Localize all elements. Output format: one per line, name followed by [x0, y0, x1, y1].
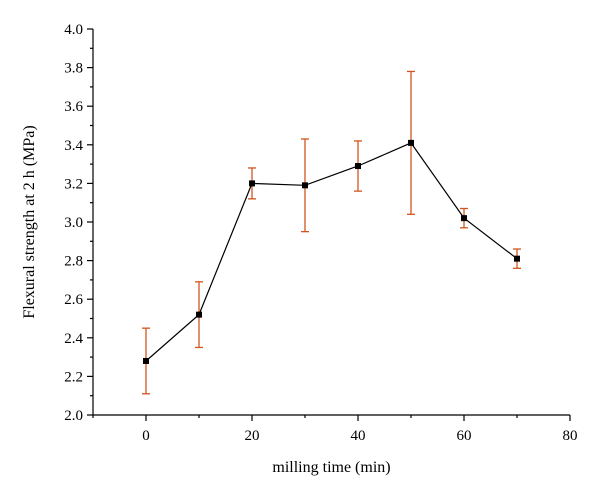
y-tick-label: 2.4: [64, 331, 83, 347]
y-tick-label: 4.0: [64, 22, 83, 38]
y-axis-title: Flexural strength at 2 h (MPa): [21, 125, 38, 318]
series-layer: [142, 70, 521, 395]
x-tick-label: 80: [563, 428, 578, 444]
data-point: [461, 215, 467, 222]
y-tick-label: 2.2: [64, 369, 83, 385]
data-point: [302, 182, 308, 189]
series-line: [145, 142, 518, 362]
data-point: [514, 255, 520, 262]
x-tick-label: 60: [457, 428, 472, 444]
data-point: [196, 311, 202, 318]
y-tick-label: 3.8: [64, 61, 83, 77]
y-tick-label: 2.0: [64, 408, 83, 424]
data-point: [408, 139, 414, 146]
y-tick-label: 3.4: [64, 138, 83, 154]
y-tick-label: 3.6: [64, 99, 83, 115]
y-tick-label: 2.6: [64, 292, 83, 308]
x-tick-label: 20: [245, 428, 260, 444]
data-point: [249, 180, 255, 187]
y-tick-label: 2.8: [64, 254, 83, 270]
data-point: [355, 163, 361, 170]
data-point: [143, 357, 149, 364]
y-tick-label: 3.2: [64, 176, 83, 192]
y-tick-label: 3.0: [64, 215, 83, 231]
x-tick-label: 40: [351, 428, 366, 444]
x-tick-label: 0: [142, 428, 150, 444]
axes: 2.0 2.2 2.4 2.6 2.8 3.0 3.2 3.4 3.6 3.8 4.0 0 20 40 60…: [64, 22, 577, 444]
x-axis-title: milling time (min): [272, 459, 390, 476]
